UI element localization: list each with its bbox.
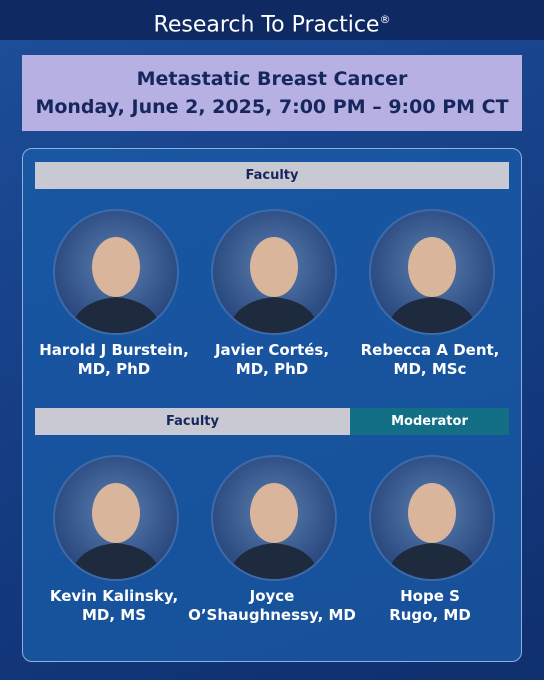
shoulders	[70, 297, 162, 333]
shoulders	[70, 543, 162, 579]
person-credentials: MD, MSc	[393, 360, 467, 378]
head	[408, 483, 456, 543]
shoulders	[228, 543, 320, 579]
photo	[53, 455, 179, 581]
event-datetime: Monday, June 2, 2025, 7:00 PM – 9:00 PM …	[35, 96, 509, 118]
shoulders	[386, 543, 478, 579]
person-name: Hope S	[400, 587, 460, 605]
person-credentials: Rugo, MD	[389, 606, 471, 624]
registered-mark: ®	[379, 13, 391, 26]
shoulders	[386, 297, 478, 333]
portrait	[228, 237, 320, 333]
portrait	[70, 483, 162, 579]
head	[250, 483, 298, 543]
section-label: Faculty	[35, 162, 509, 189]
portrait	[70, 237, 162, 333]
head	[250, 237, 298, 297]
portrait	[386, 237, 478, 333]
person-name: Kevin Kalinsky,	[49, 587, 179, 605]
shoulders	[228, 297, 320, 333]
event-box: Metastatic Breast Cancer Monday, June 2,…	[22, 55, 522, 131]
event-title: Metastatic Breast Cancer	[136, 68, 408, 90]
photo	[211, 455, 337, 581]
portrait	[386, 483, 478, 579]
person-name: Javier Cortés,	[214, 341, 330, 359]
person-credentials: MD, MS	[81, 606, 147, 624]
person-credentials: O’Shaughnessy, MD	[188, 606, 356, 624]
head	[408, 237, 456, 297]
brand: Research To Practice	[153, 12, 380, 38]
person-credentials: MD, PhD	[77, 360, 151, 378]
section-label: Moderator	[350, 408, 509, 435]
portrait	[228, 483, 320, 579]
person-credentials: MD, PhD	[235, 360, 309, 378]
photo	[53, 209, 179, 335]
person-name: Harold J Burstein,	[39, 341, 189, 359]
head	[92, 483, 140, 543]
person-name: Rebecca A Dent,	[360, 341, 500, 359]
section-label: Faculty	[35, 408, 350, 435]
photo	[369, 455, 495, 581]
photo	[211, 209, 337, 335]
head	[92, 237, 140, 297]
person-name: Joyce	[249, 587, 295, 605]
header: Research To Practice®	[0, 0, 544, 40]
photo	[369, 209, 495, 335]
